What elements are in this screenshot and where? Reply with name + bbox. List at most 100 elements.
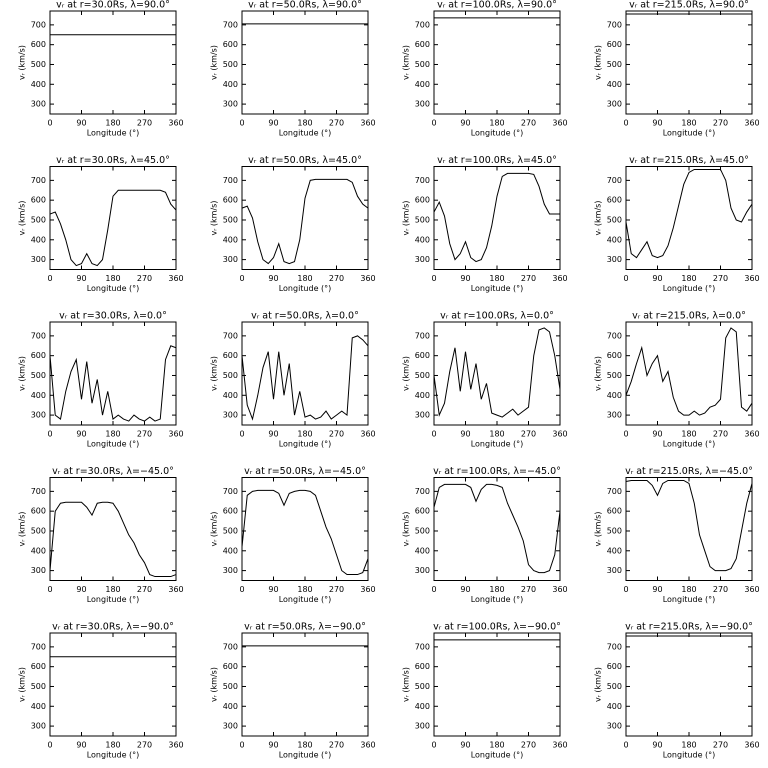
y-axis-label: vᵣ (km/s) (18, 667, 27, 702)
x-axis-label: Longitude (°) (663, 751, 716, 760)
chart-title: vᵣ at r=100.0Rs, λ=−90.0° (433, 622, 561, 633)
y-axis-label: vᵣ (km/s) (18, 45, 27, 80)
x-tick-label: 90 (652, 274, 662, 283)
y-tick-label: 700 (415, 176, 430, 185)
y-tick-label: 400 (223, 702, 238, 711)
chart-title: vᵣ at r=215.0Rs, λ=0.0° (632, 311, 746, 322)
x-tick-label: 360 (552, 741, 567, 750)
y-tick-label: 600 (223, 351, 238, 360)
x-axis-label: Longitude (°) (87, 284, 140, 293)
x-tick-label: 0 (431, 430, 436, 439)
x-tick-label: 90 (268, 119, 278, 128)
data-line (241, 335, 369, 421)
x-tick-label: 180 (489, 741, 504, 750)
plot-frame (49, 632, 177, 737)
x-tick-label: 90 (460, 741, 470, 750)
y-tick-label: 300 (31, 100, 46, 109)
y-axis-label: vᵣ (km/s) (210, 667, 219, 702)
y-tick-label: 700 (223, 176, 238, 185)
y-tick-label: 600 (415, 662, 430, 671)
chart-title: vᵣ at r=100.0Rs, λ=45.0° (437, 155, 557, 166)
y-axis-label: vᵣ (km/s) (18, 512, 27, 547)
y-tick-label: 300 (31, 566, 46, 575)
x-tick-label: 90 (76, 274, 86, 283)
data-line (241, 178, 369, 265)
data-line (433, 172, 560, 263)
x-tick-label: 180 (105, 119, 120, 128)
y-tick-label: 700 (223, 331, 238, 340)
y-tick-label: 700 (415, 20, 430, 29)
y-tick-label: 500 (415, 60, 430, 69)
x-tick-label: 180 (489, 119, 504, 128)
x-tick-label: 90 (76, 119, 86, 128)
y-tick-label: 600 (223, 507, 238, 516)
x-tick-label: 360 (744, 585, 759, 594)
y-tick-label: 300 (415, 255, 430, 264)
y-tick-label: 400 (31, 235, 46, 244)
chart-title: vᵣ at r=100.0Rs, λ=0.0° (440, 311, 554, 322)
x-tick-label: 180 (105, 274, 120, 283)
data-line (625, 479, 753, 572)
y-tick-label: 500 (223, 526, 238, 535)
y-axis-label: vᵣ (km/s) (594, 356, 603, 391)
x-tick-label: 180 (297, 430, 312, 439)
y-tick-label: 500 (415, 526, 430, 535)
chart-title: vᵣ at r=215.0Rs, λ=45.0° (629, 155, 749, 166)
x-tick-label: 180 (297, 585, 312, 594)
x-tick-label: 270 (713, 119, 728, 128)
x-tick-label: 0 (47, 741, 52, 750)
y-tick-label: 600 (31, 507, 46, 516)
y-tick-label: 400 (415, 391, 430, 400)
y-axis-label: vᵣ (km/s) (594, 45, 603, 80)
x-tick-label: 180 (489, 585, 504, 594)
x-tick-label: 180 (297, 741, 312, 750)
plot-frame (625, 321, 753, 426)
x-tick-label: 180 (105, 741, 120, 750)
y-tick-label: 400 (223, 235, 238, 244)
y-tick-label: 600 (415, 507, 430, 516)
plot-frame (241, 321, 369, 426)
chart-title: vᵣ at r=30.0Rs, λ=45.0° (56, 155, 170, 166)
data-line (433, 327, 561, 418)
x-tick-label: 270 (137, 741, 152, 750)
y-tick-label: 300 (607, 255, 622, 264)
x-tick-label: 90 (652, 430, 662, 439)
y-tick-label: 700 (223, 487, 238, 496)
y-tick-label: 400 (223, 80, 238, 89)
y-tick-label: 400 (31, 546, 46, 555)
x-tick-label: 0 (239, 741, 244, 750)
x-axis-label: Longitude (°) (663, 595, 716, 604)
x-tick-label: 0 (47, 430, 52, 439)
data-line (49, 345, 177, 422)
x-axis-label: Longitude (°) (471, 284, 524, 293)
x-tick-label: 0 (47, 119, 52, 128)
x-tick-label: 90 (76, 430, 86, 439)
x-tick-label: 270 (521, 119, 536, 128)
plot-frame (433, 10, 561, 115)
x-tick-label: 360 (360, 741, 375, 750)
chart-title: vᵣ at r=30.0Rs, λ=90.0° (56, 0, 170, 11)
x-axis-label: Longitude (°) (663, 284, 716, 293)
y-tick-label: 600 (223, 662, 238, 671)
data-line (241, 489, 369, 576)
y-axis-label: vᵣ (km/s) (210, 356, 219, 391)
data-line (49, 189, 177, 267)
x-tick-label: 90 (460, 585, 470, 594)
plot-frame (625, 632, 753, 737)
y-axis-label: vᵣ (km/s) (402, 201, 411, 236)
y-tick-label: 400 (415, 80, 430, 89)
plot-frame (49, 321, 177, 426)
y-tick-label: 500 (223, 371, 238, 380)
y-tick-label: 400 (31, 80, 46, 89)
data-line (49, 501, 177, 578)
x-tick-label: 90 (652, 741, 662, 750)
x-tick-label: 0 (239, 430, 244, 439)
x-tick-label: 180 (681, 741, 696, 750)
x-axis-label: Longitude (°) (471, 751, 524, 760)
x-tick-label: 0 (623, 119, 628, 128)
y-tick-label: 300 (607, 566, 622, 575)
y-tick-label: 400 (607, 235, 622, 244)
y-tick-label: 500 (607, 371, 622, 380)
plot-frame (433, 632, 561, 737)
y-axis-label: vᵣ (km/s) (18, 201, 27, 236)
